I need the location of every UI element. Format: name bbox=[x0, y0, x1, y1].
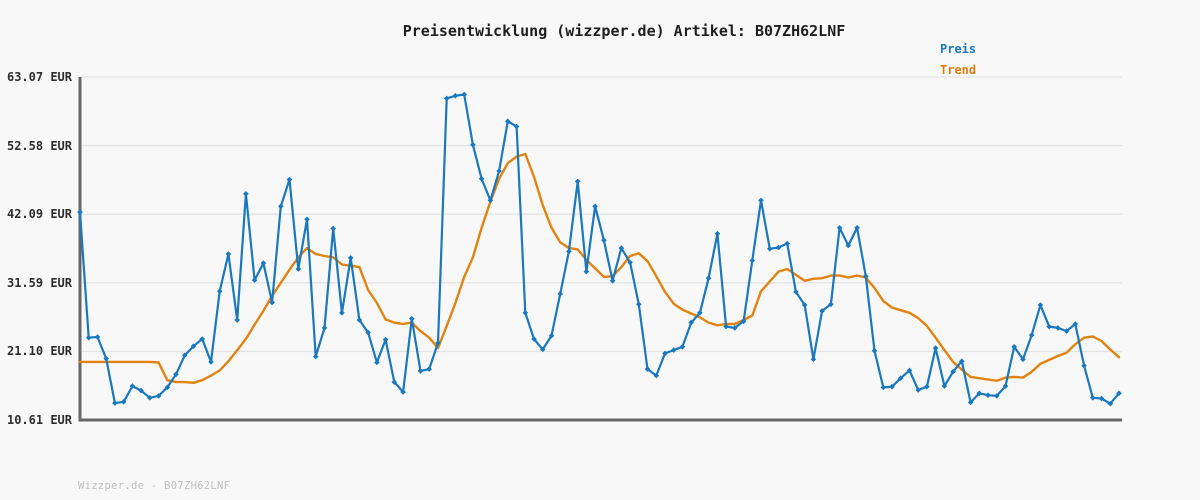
x-axis-line bbox=[78, 418, 1122, 422]
y-axis-tick-label: 63.07 EUR bbox=[6, 70, 72, 84]
y-axis-tick-label: 31.59 EUR bbox=[6, 275, 72, 290]
y-axis-tick-label: 21.10 EUR bbox=[6, 344, 72, 359]
trend-line bbox=[78, 152, 1121, 384]
y-axis-tick-label: 10.61 EUR bbox=[6, 413, 72, 427]
price-markers bbox=[77, 91, 1122, 407]
y-axis-line bbox=[78, 77, 82, 422]
price-line bbox=[78, 93, 1121, 405]
watermark: Wizzper.de - B07ZH62LNF bbox=[78, 480, 231, 492]
legend-trend-label: Trend bbox=[940, 63, 977, 77]
y-axis-tick-label: 52.58 EUR bbox=[6, 138, 72, 153]
chart-title: Preisentwicklung (wizzper.de) Artikel: B… bbox=[402, 22, 846, 40]
y-axis-tick-label: 42.09 EUR bbox=[6, 207, 72, 222]
legend-price-label: Preis bbox=[940, 42, 977, 56]
legend: Preis Trend bbox=[940, 39, 976, 81]
